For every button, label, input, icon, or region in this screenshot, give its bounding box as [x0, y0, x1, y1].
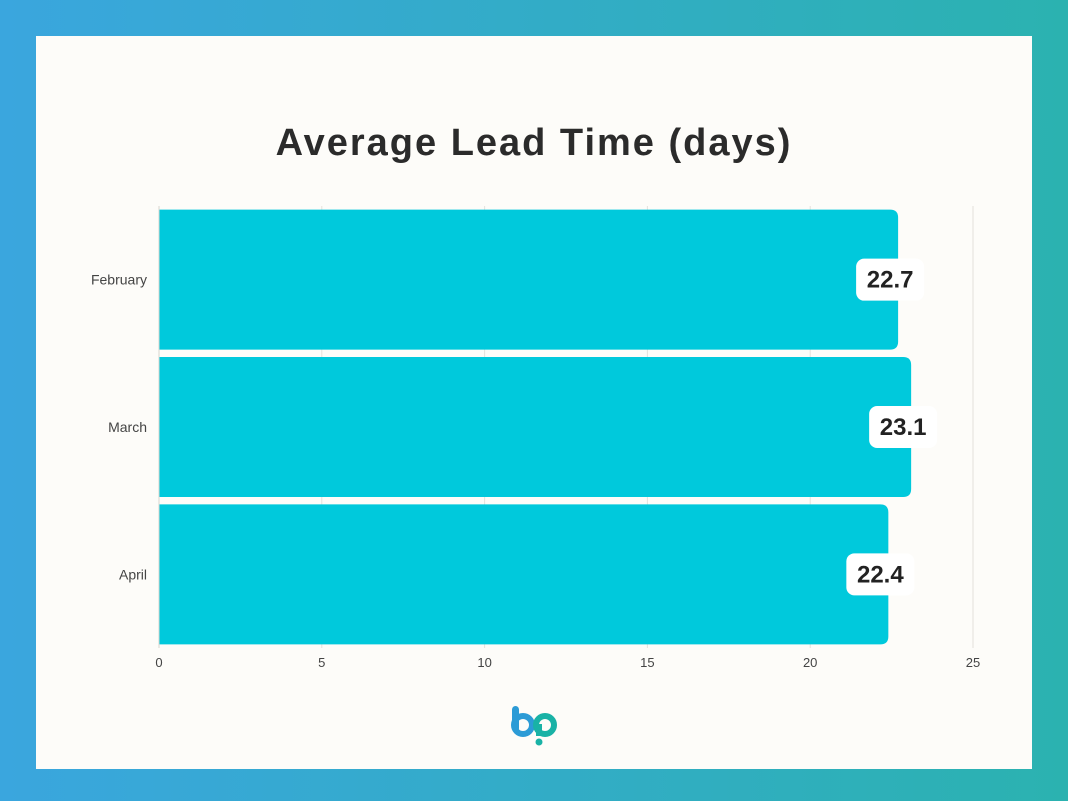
x-tick-label: 10 [477, 655, 491, 670]
bar [159, 209, 899, 350]
data-label: 23.1 [880, 414, 927, 441]
bar [159, 504, 889, 645]
bar [159, 357, 912, 497]
data-label: 22.4 [857, 561, 904, 588]
data-label: 22.7 [867, 267, 914, 294]
chart-card: Average Lead Time (days) February 22.7 Mar… [36, 36, 1032, 769]
category-label: March [108, 419, 147, 435]
x-tick-label: 15 [640, 655, 654, 670]
value-badge [846, 553, 915, 596]
x-tick-label: 20 [803, 655, 817, 670]
x-tick-label: 5 [318, 655, 325, 670]
bar-chart: February 22.7 March 23.1 April 22.4 0 5 10 15 20 25 [91, 206, 980, 670]
category-label: February [91, 272, 147, 288]
x-tick-label: 0 [155, 655, 162, 670]
bp-logo-icon [511, 706, 557, 746]
x-tick-label: 25 [966, 655, 980, 670]
chart-title: Average Lead Time (days) [275, 122, 793, 164]
value-badge [856, 258, 925, 301]
value-badge [869, 406, 938, 448]
category-label: April [119, 566, 147, 582]
